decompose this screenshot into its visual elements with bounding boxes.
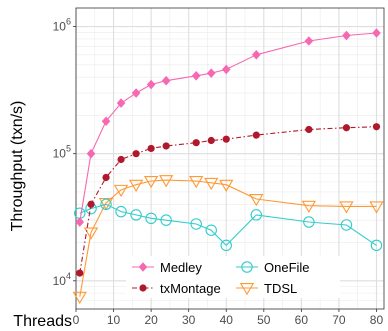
y-tick-label: 104 <box>53 271 71 288</box>
x-tick-label: 70 <box>332 313 346 327</box>
series <box>72 28 384 304</box>
legend-background <box>126 256 340 298</box>
txmontage-point <box>117 155 125 164</box>
txmontage-point <box>192 139 200 147</box>
txmontage-point <box>132 150 140 158</box>
tdsl-point <box>369 201 384 214</box>
legend-label-onefile: OneFile <box>264 260 310 275</box>
txmontage-point <box>87 200 95 208</box>
x-tick-label: 40 <box>220 313 234 327</box>
ticks: 0 10 20 30 40 50 60 70 80 104 105 106 <box>53 17 384 327</box>
onefile-point <box>160 214 172 226</box>
onefile-point <box>303 216 315 228</box>
tdsl-point <box>204 177 219 191</box>
tdsl-point <box>143 176 159 189</box>
x-tick-label: 50 <box>257 313 271 327</box>
onefile-point <box>220 239 232 252</box>
medley-point <box>221 64 231 75</box>
legend-label-tdsl: TDSL <box>264 281 297 296</box>
txmontage-point <box>305 125 313 134</box>
tdsl-point <box>83 227 99 240</box>
legend-key-marker-medley <box>138 262 148 272</box>
txmontage-point <box>162 142 170 150</box>
tdsl-point <box>339 201 354 214</box>
x-tick-label: 80 <box>370 313 384 327</box>
txmontage-point <box>207 136 215 145</box>
legend-key-marker-onefile <box>241 261 253 273</box>
onefile-point <box>205 224 217 236</box>
medley-point <box>304 36 314 46</box>
onefile-series-line <box>79 203 377 247</box>
legend-label-txmontage: txMontage <box>160 281 221 296</box>
tdsl-point <box>128 179 144 193</box>
medley-point <box>191 70 201 81</box>
onefile-point <box>145 212 157 225</box>
x-tick-label: 10 <box>107 313 121 327</box>
tdsl-point <box>72 291 87 304</box>
x-tick-label: 20 <box>144 313 158 327</box>
onefile-point <box>340 219 353 231</box>
tdsl-point <box>98 197 114 211</box>
txmontage-point <box>76 269 84 277</box>
tdsl-point <box>301 200 317 213</box>
txmontage-point <box>222 135 230 143</box>
medley-point <box>342 30 351 41</box>
x-tick-label: 60 <box>295 313 309 327</box>
legend-label-medley: Medley <box>160 260 202 275</box>
medley-point <box>146 79 156 90</box>
x-tick-label: 0 <box>73 313 80 327</box>
x-tick-label: 30 <box>182 313 196 327</box>
legend-key-marker-tdsl <box>239 283 255 296</box>
tdsl-point <box>189 176 204 189</box>
medley-point <box>251 49 261 60</box>
onefile-point <box>115 205 127 218</box>
legend-key-marker-txmontage <box>139 284 147 292</box>
tdsl-point <box>219 179 234 193</box>
y-tick-label: 105 <box>53 144 71 161</box>
medley-point <box>75 217 85 227</box>
medley-point <box>161 75 171 86</box>
x-axis-title: Threads <box>13 313 72 330</box>
tdsl-point <box>249 194 264 207</box>
medley-point <box>101 116 111 127</box>
txmontage-point <box>372 123 381 131</box>
onefile-point <box>100 198 112 211</box>
medley-series-line <box>79 32 377 223</box>
onefile-point <box>130 209 142 221</box>
y-axis-title: Throughput (txn/s) <box>9 101 26 232</box>
medley-point <box>86 148 96 159</box>
txmontage-point <box>252 131 260 139</box>
y-tick-label: 106 <box>53 17 71 34</box>
txmontage-series-line <box>79 126 377 274</box>
txmontage-point <box>342 124 351 132</box>
legend: Medley txMontage OneFile TDSL <box>126 256 340 298</box>
onefile-point <box>190 218 202 230</box>
plot-border <box>75 7 385 310</box>
txmontage-point <box>102 173 110 182</box>
tdsl-point <box>158 175 174 188</box>
medley-point <box>116 98 126 108</box>
medley-point <box>206 68 216 78</box>
tdsl-series-line <box>79 179 377 297</box>
medley-point <box>372 28 381 38</box>
medley-point <box>131 88 141 98</box>
txmontage-point <box>147 144 155 153</box>
onefile-point <box>250 209 263 221</box>
tdsl-point <box>113 184 129 198</box>
onefile-point <box>370 239 383 252</box>
